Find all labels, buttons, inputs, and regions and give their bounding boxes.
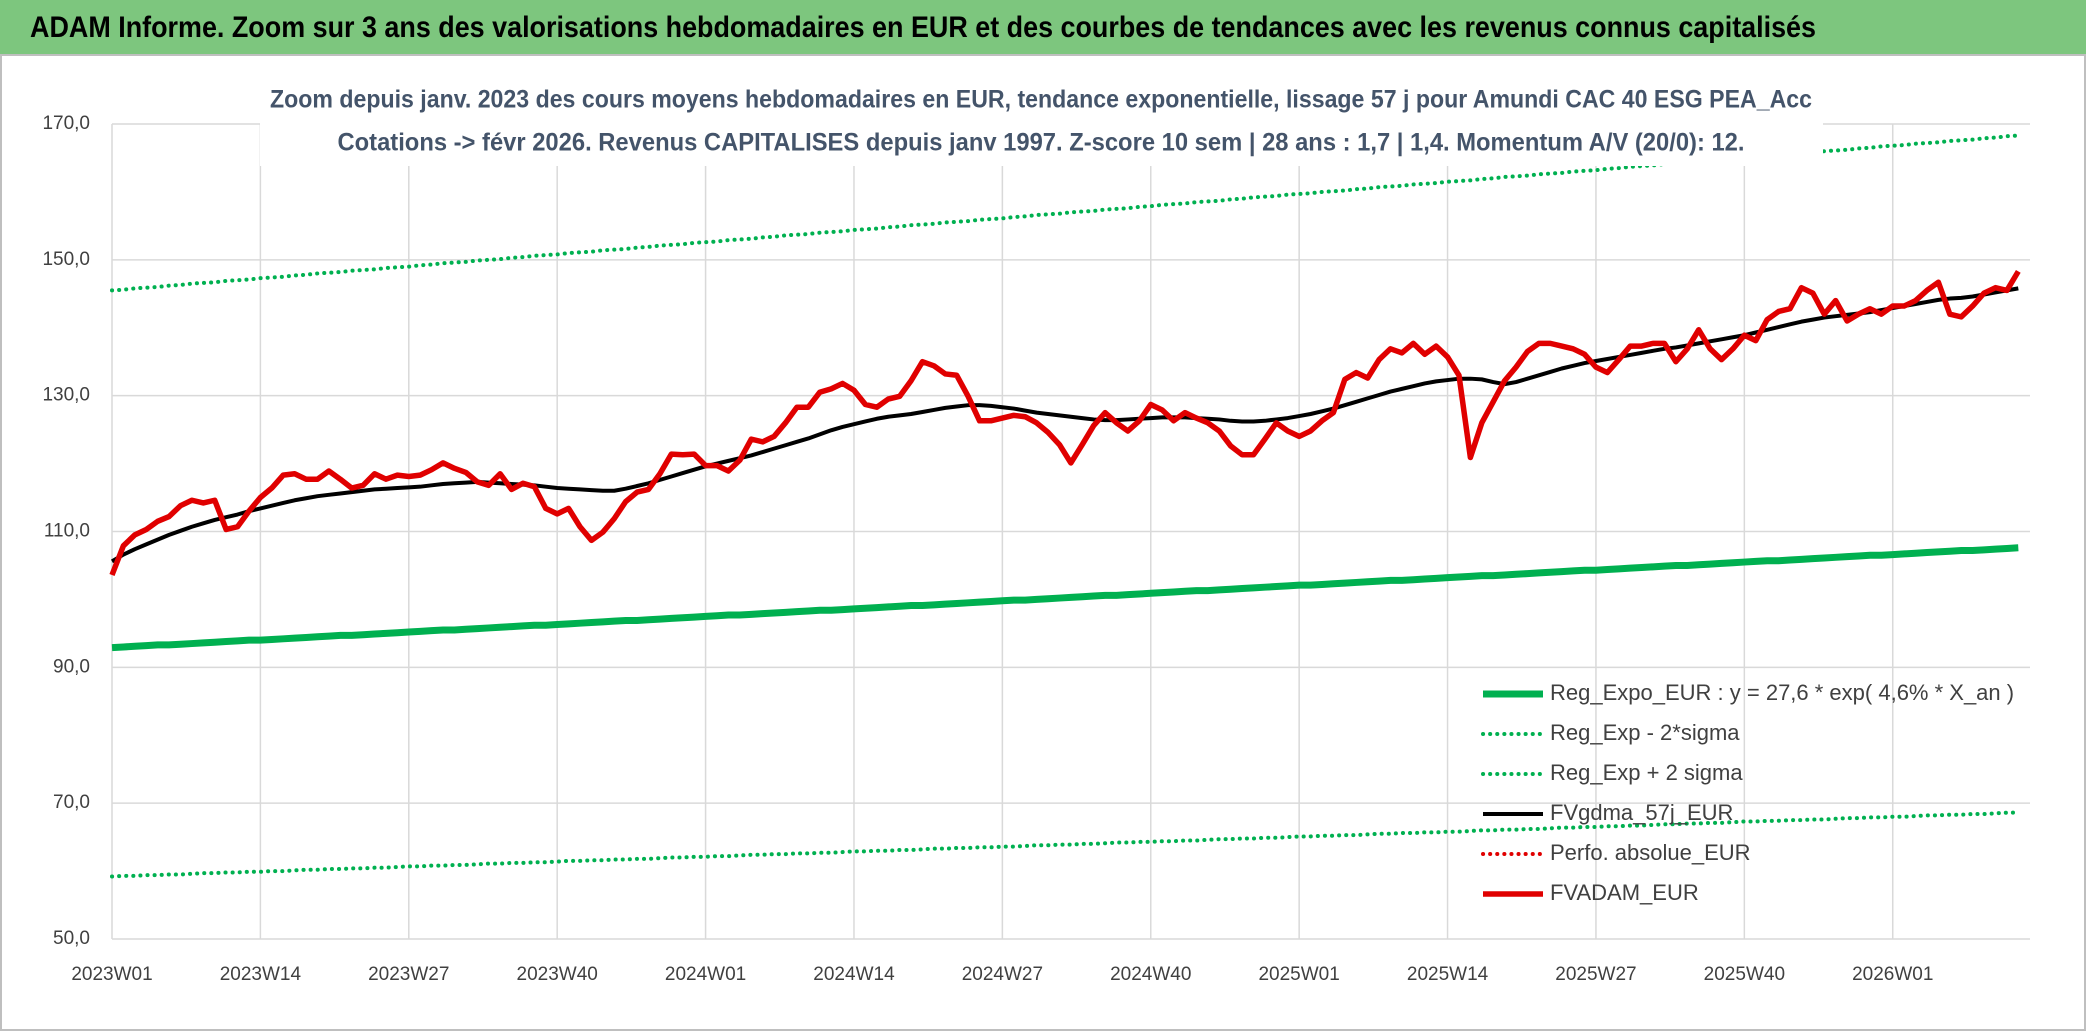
x-tick-label: 2025W14 (1407, 964, 1489, 985)
series-line (109, 269, 2021, 576)
y-tick-label: 150,0 (42, 249, 90, 270)
legend-label: Reg_Expo_EUR : y = 27,6 * exp( 4,6% * X_… (1550, 680, 2014, 705)
legend-label: Perfo. absolue_EUR (1550, 840, 1751, 865)
chart-frame (0, 54, 2086, 1031)
x-tick-label: 2023W27 (368, 964, 449, 985)
x-tick-label: 2024W27 (962, 964, 1043, 985)
subtitle-box (260, 77, 1823, 166)
x-tick-label: 2025W40 (1704, 964, 1785, 985)
subtitle-line: Cotations -> févr 2026. Revenus CAPITALI… (338, 129, 1745, 157)
x-tick-label: 2023W40 (517, 964, 598, 985)
x-tick-label: 2023W01 (71, 964, 152, 985)
x-tick-label: 2025W01 (1258, 964, 1339, 985)
legend-label: Reg_Exp - 2*sigma (1550, 720, 1740, 745)
legend-label: Reg_Exp + 2 sigma (1550, 760, 1743, 785)
y-tick-label: 70,0 (53, 792, 90, 813)
plot-area: 50,0 70,0 90,0 110,0 130,0 150,0 170,0 2023W01 2… (42, 113, 2030, 985)
x-tick-label: 2025W27 (1555, 964, 1636, 985)
series-line (110, 133, 2021, 293)
x-tick-label: 2024W14 (813, 964, 895, 985)
y-tick-label: 50,0 (53, 928, 90, 949)
x-tick-label: 2026W01 (1852, 964, 1933, 985)
subtitle-line: Zoom depuis janv. 2023 des cours moyens … (270, 86, 1812, 114)
y-tick-label: 170,0 (42, 113, 90, 134)
y-tick-label: 90,0 (53, 656, 90, 677)
series-line (110, 286, 2019, 564)
series-line (111, 544, 2019, 652)
x-tick-label: 2024W40 (1110, 964, 1191, 985)
legend-label: FVgdma_57j_EUR (1550, 800, 1733, 825)
title-banner (0, 0, 2086, 54)
series-line (110, 810, 2021, 879)
legend: Reg_Expo_EUR : y = 27,6 * exp( 4,6% * X_… (1481, 680, 2014, 905)
chart-title: ADAM Informe. Zoom sur 3 ans des valoris… (30, 11, 1816, 44)
x-tick-label: 2024W01 (665, 964, 746, 985)
y-tick-label: 110,0 (44, 521, 90, 542)
y-tick-label: 130,0 (42, 385, 90, 406)
x-tick-label: 2023W14 (220, 964, 302, 985)
legend-label: FVADAM_EUR (1550, 880, 1699, 905)
